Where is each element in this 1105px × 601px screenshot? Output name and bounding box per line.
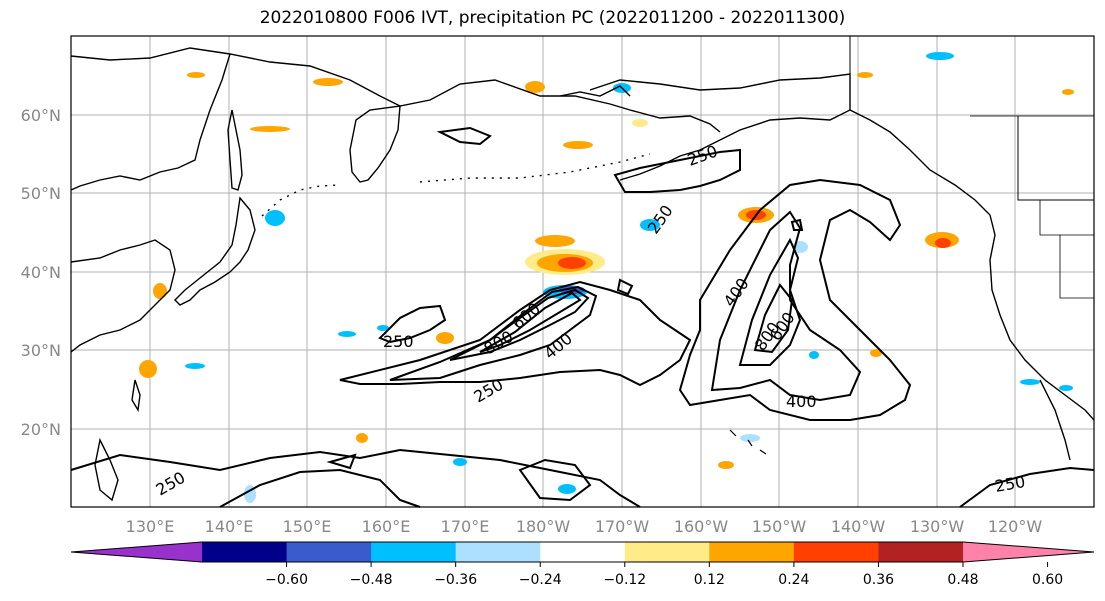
longitude-label: 170°E bbox=[441, 517, 490, 536]
latitude-label: 60°N bbox=[21, 106, 61, 125]
map-area: 250 250 400 600 800 250 400 800 600 400 … bbox=[70, 35, 1095, 508]
colorbar: −0.60 −0.48 −0.36 −0.24 −0.12 0.12 0.24 0.36 0.4… bbox=[70, 541, 1095, 588]
map-title: 2022010800 F006 IVT, precipitation PC (2… bbox=[259, 8, 846, 28]
latitude-label: 40°N bbox=[21, 263, 61, 282]
colorbar-extend-low bbox=[71, 542, 202, 562]
longitude-label: 160°E bbox=[362, 517, 411, 536]
colorbar-tick-label: 0.48 bbox=[947, 572, 978, 588]
latitude-label: 50°N bbox=[21, 184, 61, 203]
colorbar-segment bbox=[286, 542, 372, 562]
longitude-label: 170°W bbox=[595, 517, 650, 536]
colorbar-segment bbox=[540, 542, 626, 562]
longitude-labels: 130°E 140°E 150°E 160°E 170°E 180°W 170°W 160°W… bbox=[126, 517, 1043, 536]
colorbar-extend-high bbox=[963, 542, 1094, 562]
longitude-label: 150°E bbox=[283, 517, 332, 536]
colorbar-tick-label: −0.60 bbox=[265, 572, 308, 588]
colorbar-segment bbox=[793, 542, 879, 562]
colorbar-segment bbox=[878, 542, 964, 562]
ivt-contours bbox=[70, 126, 1095, 508]
colorbar-tick-label: 0.24 bbox=[778, 572, 809, 588]
contour-label: 250 bbox=[383, 332, 414, 351]
map-frame bbox=[70, 35, 1095, 508]
colorbar-segment bbox=[371, 542, 457, 562]
latitude-label: 20°N bbox=[21, 420, 61, 439]
colorbar-tick-label: −0.36 bbox=[434, 572, 477, 588]
colorbar-segment bbox=[709, 542, 795, 562]
latitude-labels: 60°N 50°N 40°N 30°N 20°N bbox=[21, 106, 61, 439]
longitude-label: 180°W bbox=[516, 517, 571, 536]
latitude-label: 30°N bbox=[21, 341, 61, 360]
coastlines bbox=[70, 36, 1095, 502]
colorbar-tick-label: 0.12 bbox=[694, 572, 725, 588]
colorbar-tick-label: 0.60 bbox=[1032, 572, 1063, 588]
longitude-label: 120°W bbox=[988, 517, 1043, 536]
colorbar-tick-label: −0.48 bbox=[350, 572, 393, 588]
longitude-label: 150°W bbox=[752, 517, 807, 536]
colorbar-tick-label: 0.36 bbox=[863, 572, 894, 588]
colorbar-segment bbox=[202, 542, 288, 562]
colorbar-segment bbox=[455, 542, 541, 562]
colorbar-segment bbox=[624, 542, 710, 562]
colorbar-outline bbox=[70, 541, 1095, 563]
longitude-label: 160°W bbox=[674, 517, 729, 536]
longitude-label: 130°W bbox=[910, 517, 965, 536]
longitude-label: 140°E bbox=[205, 517, 254, 536]
colorbar-tick-label: −0.24 bbox=[519, 572, 562, 588]
contour-label: 400 bbox=[786, 392, 817, 411]
longitude-label: 140°W bbox=[831, 517, 886, 536]
colorbar-tick-label: −0.12 bbox=[603, 572, 646, 588]
longitude-label: 130°E bbox=[126, 517, 175, 536]
